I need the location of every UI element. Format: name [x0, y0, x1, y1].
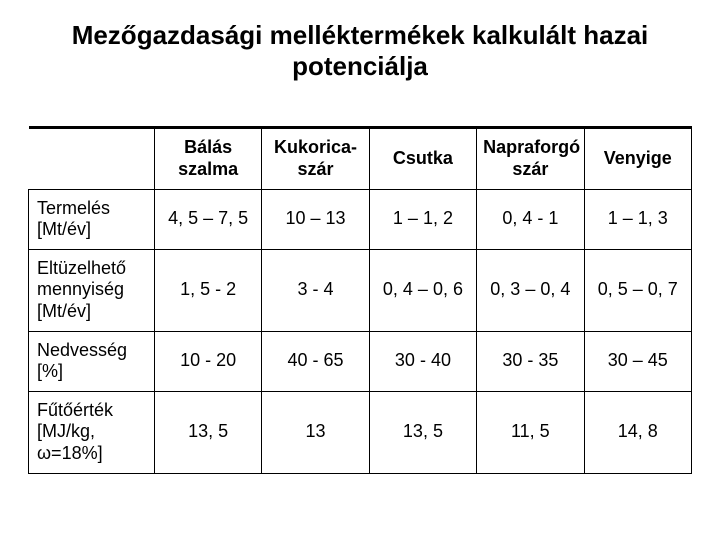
- title-line-2: potenciálja: [292, 51, 428, 81]
- row-label: Termelés [Mt/év]: [29, 189, 155, 249]
- col-header: Kukorica- szár: [262, 128, 369, 189]
- col-header: Venyige: [584, 128, 691, 189]
- table-cell: 13, 5: [369, 391, 476, 473]
- table-cell: 30 – 45: [584, 331, 691, 391]
- row-label: Eltüzelhető mennyiség [Mt/év]: [29, 249, 155, 331]
- col-header: Bálás szalma: [154, 128, 261, 189]
- col-header: Napraforgó szár: [477, 128, 584, 189]
- table-cell: 1 – 1, 3: [584, 189, 691, 249]
- table-cell: 13, 5: [154, 391, 261, 473]
- table-cell: 0, 4 - 1: [477, 189, 584, 249]
- table-cell: 3 - 4: [262, 249, 369, 331]
- row-label: Fűtőérték [MJ/kg, ω=18%]: [29, 391, 155, 473]
- table-cell: 0, 3 – 0, 4: [477, 249, 584, 331]
- table-cell: 0, 5 – 0, 7: [584, 249, 691, 331]
- table-cell: 4, 5 – 7, 5: [154, 189, 261, 249]
- row-label: Nedvesség [%]: [29, 331, 155, 391]
- table-cell: 0, 4 – 0, 6: [369, 249, 476, 331]
- table-cell: 14, 8: [584, 391, 691, 473]
- table-row: Nedvesség [%] 10 - 20 40 - 65 30 - 40 30…: [29, 331, 692, 391]
- col-header: Csutka: [369, 128, 476, 189]
- table-cell: 11, 5: [477, 391, 584, 473]
- table-cell: 30 - 40: [369, 331, 476, 391]
- table-corner-cell: [29, 128, 155, 189]
- page: Mezőgazdasági melléktermékek kalkulált h…: [0, 0, 720, 474]
- table-row: Eltüzelhető mennyiség [Mt/év] 1, 5 - 2 3…: [29, 249, 692, 331]
- table-cell: 1, 5 - 2: [154, 249, 261, 331]
- table-cell: 40 - 65: [262, 331, 369, 391]
- table-header-row: Bálás szalma Kukorica- szár Csutka Napra…: [29, 128, 692, 189]
- table-cell: 10 – 13: [262, 189, 369, 249]
- table-cell: 10 - 20: [154, 331, 261, 391]
- table-cell: 30 - 35: [477, 331, 584, 391]
- page-title: Mezőgazdasági melléktermékek kalkulált h…: [28, 20, 692, 82]
- table-row: Fűtőérték [MJ/kg, ω=18%] 13, 5 13 13, 5 …: [29, 391, 692, 473]
- title-line-1: Mezőgazdasági melléktermékek kalkulált h…: [72, 20, 649, 50]
- table-cell: 1 – 1, 2: [369, 189, 476, 249]
- table-row: Termelés [Mt/év] 4, 5 – 7, 5 10 – 13 1 –…: [29, 189, 692, 249]
- data-table: Bálás szalma Kukorica- szár Csutka Napra…: [28, 126, 692, 473]
- table-cell: 13: [262, 391, 369, 473]
